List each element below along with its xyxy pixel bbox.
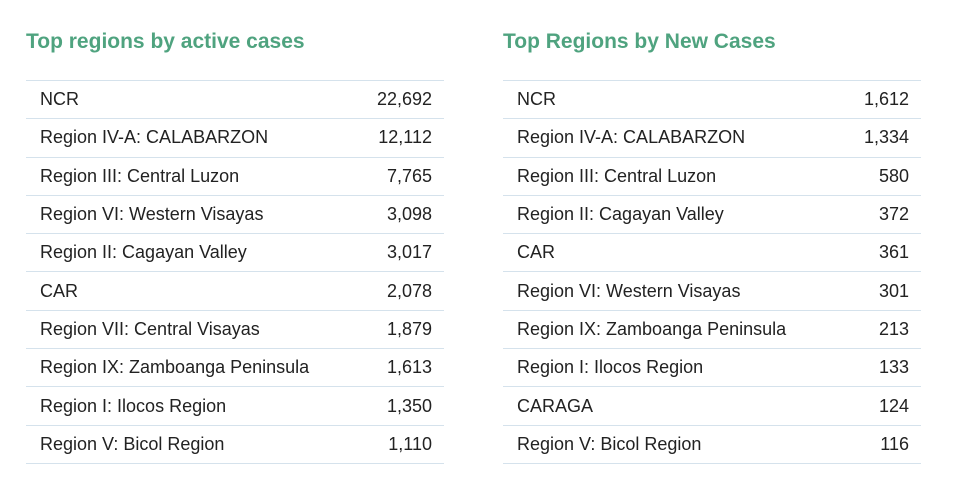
case-count: 7,765 xyxy=(386,165,432,186)
case-count: 1,613 xyxy=(386,357,432,378)
region-name: CAR xyxy=(40,280,79,301)
table-row: Region V: Bicol Region 1,110 xyxy=(26,426,444,464)
case-count: 116 xyxy=(880,433,909,454)
new-cases-title: Top Regions by New Cases xyxy=(503,30,776,53)
region-name: Region VII: Central Visayas xyxy=(40,318,260,339)
region-name: NCR xyxy=(40,89,79,110)
case-count: 22,692 xyxy=(376,89,432,110)
region-name: Region II: Cagayan Valley xyxy=(517,204,724,225)
case-count: 361 xyxy=(878,242,909,263)
active-cases-title: Top regions by active cases xyxy=(26,30,305,53)
region-name: Region IV-A: CALABARZON xyxy=(40,127,269,148)
table-row: Region VI: Western Visayas 3,098 xyxy=(26,196,444,235)
table-row: Region IX: Zamboanga Peninsula 1,613 xyxy=(26,349,444,388)
case-count: 1,334 xyxy=(863,127,909,148)
table-row: Region III: Central Luzon 580 xyxy=(503,158,921,196)
table-row: NCR 1,612 xyxy=(503,81,921,120)
case-count: 124 xyxy=(878,395,909,416)
region-name: Region V: Bicol Region xyxy=(517,433,702,454)
region-name: Region III: Central Luzon xyxy=(517,165,717,186)
table-row: Region II: Cagayan Valley 372 xyxy=(503,196,921,235)
case-count: 1,350 xyxy=(386,395,432,416)
case-count: 1,879 xyxy=(386,318,432,339)
table-row: NCR 22,692 xyxy=(26,81,444,120)
region-name: Region I: Ilocos Region xyxy=(517,357,704,378)
active-cases-table: NCR 22,692 Region IV-A: CALABARZON 12,11… xyxy=(26,80,444,464)
region-name: Region V: Bicol Region xyxy=(40,433,225,454)
region-name: Region IX: Zamboanga Peninsula xyxy=(517,318,787,339)
region-name: Region III: Central Luzon xyxy=(40,165,240,186)
new-cases-table: NCR 1,612 Region IV-A: CALABARZON 1,334 … xyxy=(503,80,921,464)
table-row: Region VI: Western Visayas 301 xyxy=(503,272,921,311)
region-name: Region IV-A: CALABARZON xyxy=(517,127,746,148)
case-count: 133 xyxy=(878,357,909,378)
table-row: Region V: Bicol Region 116 xyxy=(503,426,921,464)
region-name: Region IX: Zamboanga Peninsula xyxy=(40,357,310,378)
table-row: Region II: Cagayan Valley 3,017 xyxy=(26,234,444,273)
region-name: Region II: Cagayan Valley xyxy=(40,242,247,263)
case-count: 3,017 xyxy=(386,242,432,263)
case-count: 12,112 xyxy=(378,127,432,148)
table-row: Region III: Central Luzon 7,765 xyxy=(26,158,444,196)
region-name: Region I: Ilocos Region xyxy=(40,395,227,416)
region-name: Region VI: Western Visayas xyxy=(40,204,264,225)
region-name: CARAGA xyxy=(517,395,594,416)
table-row: CAR 2,078 xyxy=(26,272,444,311)
case-count: 1,612 xyxy=(863,89,909,110)
case-count: 3,098 xyxy=(386,204,432,225)
case-count: 213 xyxy=(878,318,909,339)
table-row: CARAGA 124 xyxy=(503,387,921,426)
table-row: Region IV-A: CALABARZON 1,334 xyxy=(503,119,921,158)
case-count: 301 xyxy=(878,280,909,301)
table-row: Region I: Ilocos Region 1,350 xyxy=(26,387,444,426)
table-row: CAR 361 xyxy=(503,234,921,273)
case-count: 2,078 xyxy=(386,280,432,301)
table-row: Region I: Ilocos Region 133 xyxy=(503,349,921,388)
region-name: CAR xyxy=(517,242,556,263)
table-row: Region VII: Central Visayas 1,879 xyxy=(26,311,444,350)
case-count: 580 xyxy=(878,165,909,186)
table-row: Region IX: Zamboanga Peninsula 213 xyxy=(503,311,921,350)
case-count: 1,110 xyxy=(388,433,432,454)
region-name: Region VI: Western Visayas xyxy=(517,280,741,301)
region-name: NCR xyxy=(517,89,556,110)
table-row: Region IV-A: CALABARZON 12,112 xyxy=(26,119,444,158)
case-count: 372 xyxy=(878,204,909,225)
